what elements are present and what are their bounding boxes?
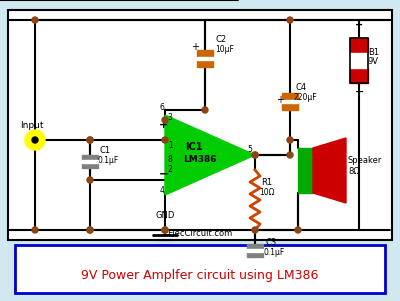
Text: 220μF: 220μF: [293, 93, 317, 102]
Circle shape: [162, 117, 168, 123]
Circle shape: [287, 152, 293, 158]
Text: +: +: [159, 120, 168, 130]
Text: 9V: 9V: [368, 57, 379, 66]
Bar: [350, 68, 368, 83]
Text: ElecCircuit.com: ElecCircuit.com: [167, 229, 233, 238]
Bar: [350, 38, 368, 83]
Text: −: −: [159, 168, 170, 181]
Circle shape: [252, 152, 258, 158]
Circle shape: [162, 137, 168, 143]
Bar: [298, 148, 313, 193]
Text: LM386: LM386: [183, 155, 216, 164]
Text: R1: R1: [261, 178, 272, 187]
Bar: [82, 155, 98, 160]
Text: +: +: [191, 42, 199, 52]
Bar: [282, 100, 298, 103]
Text: 8: 8: [168, 155, 173, 164]
Text: Speaker: Speaker: [348, 156, 382, 165]
Circle shape: [295, 227, 301, 233]
Circle shape: [32, 17, 38, 23]
Circle shape: [252, 227, 258, 233]
Text: 2: 2: [167, 165, 172, 174]
Text: 4: 4: [160, 186, 165, 195]
Bar: [247, 244, 263, 249]
Circle shape: [32, 137, 38, 143]
Polygon shape: [313, 138, 346, 203]
Bar: [350, 53, 368, 68]
Circle shape: [87, 177, 93, 183]
Text: +: +: [276, 95, 284, 105]
Text: 3: 3: [167, 113, 172, 122]
Circle shape: [287, 137, 293, 143]
Bar: [197, 60, 213, 67]
Circle shape: [32, 227, 38, 233]
Text: 8Ω: 8Ω: [348, 167, 360, 176]
Text: C1: C1: [100, 146, 111, 155]
Text: 0.1μF: 0.1μF: [98, 156, 119, 165]
Bar: [350, 38, 368, 53]
Bar: [197, 57, 213, 60]
Circle shape: [162, 227, 168, 233]
Text: C3: C3: [265, 238, 276, 247]
Text: B1: B1: [368, 48, 379, 57]
Bar: [247, 252, 263, 257]
Text: Input: Input: [20, 121, 44, 130]
Text: C4: C4: [295, 83, 306, 92]
Text: +: +: [355, 20, 363, 30]
Text: GND: GND: [155, 211, 174, 220]
Circle shape: [87, 227, 93, 233]
FancyBboxPatch shape: [15, 245, 385, 293]
Circle shape: [25, 130, 45, 150]
Circle shape: [252, 152, 258, 158]
Bar: [282, 103, 298, 110]
Text: 6: 6: [160, 103, 165, 112]
Bar: [82, 163, 98, 168]
Text: 0.1μF: 0.1μF: [263, 248, 284, 257]
Circle shape: [287, 17, 293, 23]
Text: 9V Power Amplfer circuit using LM386: 9V Power Amplfer circuit using LM386: [81, 268, 319, 281]
Text: C2: C2: [215, 35, 226, 44]
Text: 1: 1: [168, 141, 173, 150]
Text: 10Ω: 10Ω: [259, 188, 274, 197]
Text: −: −: [355, 87, 364, 97]
Bar: [197, 50, 213, 57]
Polygon shape: [165, 115, 255, 195]
Bar: [247, 249, 263, 252]
Circle shape: [87, 227, 93, 233]
Text: IC1: IC1: [185, 142, 202, 152]
Text: 5: 5: [247, 145, 252, 154]
Circle shape: [202, 107, 208, 113]
Circle shape: [87, 137, 93, 143]
Circle shape: [87, 137, 93, 143]
Bar: [282, 93, 298, 100]
Circle shape: [162, 227, 168, 233]
FancyBboxPatch shape: [8, 10, 392, 240]
Bar: [82, 160, 98, 163]
Text: 10μF: 10μF: [215, 45, 234, 54]
